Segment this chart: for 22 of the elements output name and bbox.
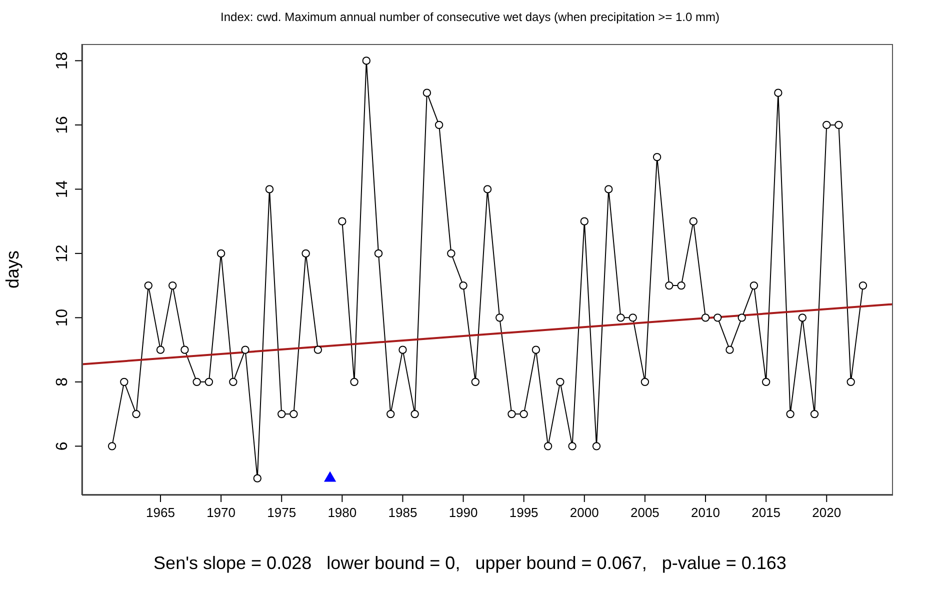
x-tick-label: 1965 bbox=[146, 505, 175, 520]
y-tick-label: 16 bbox=[54, 116, 71, 134]
x-tick-label: 1980 bbox=[328, 505, 357, 520]
x-tick-label: 2010 bbox=[691, 505, 720, 520]
y-tick-label: 12 bbox=[54, 244, 71, 262]
y-tick-label: 18 bbox=[54, 52, 71, 70]
x-tick-label: 2020 bbox=[812, 505, 842, 520]
chart-title: Index: cwd. Maximum annual number of consecutive wet days (when precipitation >= 1.0 mm) bbox=[220, 10, 720, 24]
x-tick-label: 2015 bbox=[752, 505, 781, 520]
y-axis-title: days bbox=[2, 250, 22, 289]
x-tick-label: 1995 bbox=[509, 505, 538, 520]
x-tick-label: 1970 bbox=[206, 505, 236, 520]
x-tick-label: 1990 bbox=[448, 505, 478, 520]
y-tick-label: 14 bbox=[54, 180, 71, 198]
y-tick-label: 6 bbox=[54, 442, 71, 451]
x-tick-label: 2005 bbox=[630, 505, 660, 520]
x-tick-label: 1975 bbox=[267, 505, 296, 520]
y-tick-label: 8 bbox=[54, 377, 71, 386]
text: Sen's slope = 0.028 lower bound = 0, upper bound = 0.067, p-value = 0.163 bbox=[152, 553, 788, 574]
x-tick-label: 1985 bbox=[388, 505, 418, 520]
y-tick-label: 10 bbox=[54, 308, 71, 327]
x-tick-label: 2000 bbox=[570, 505, 599, 520]
